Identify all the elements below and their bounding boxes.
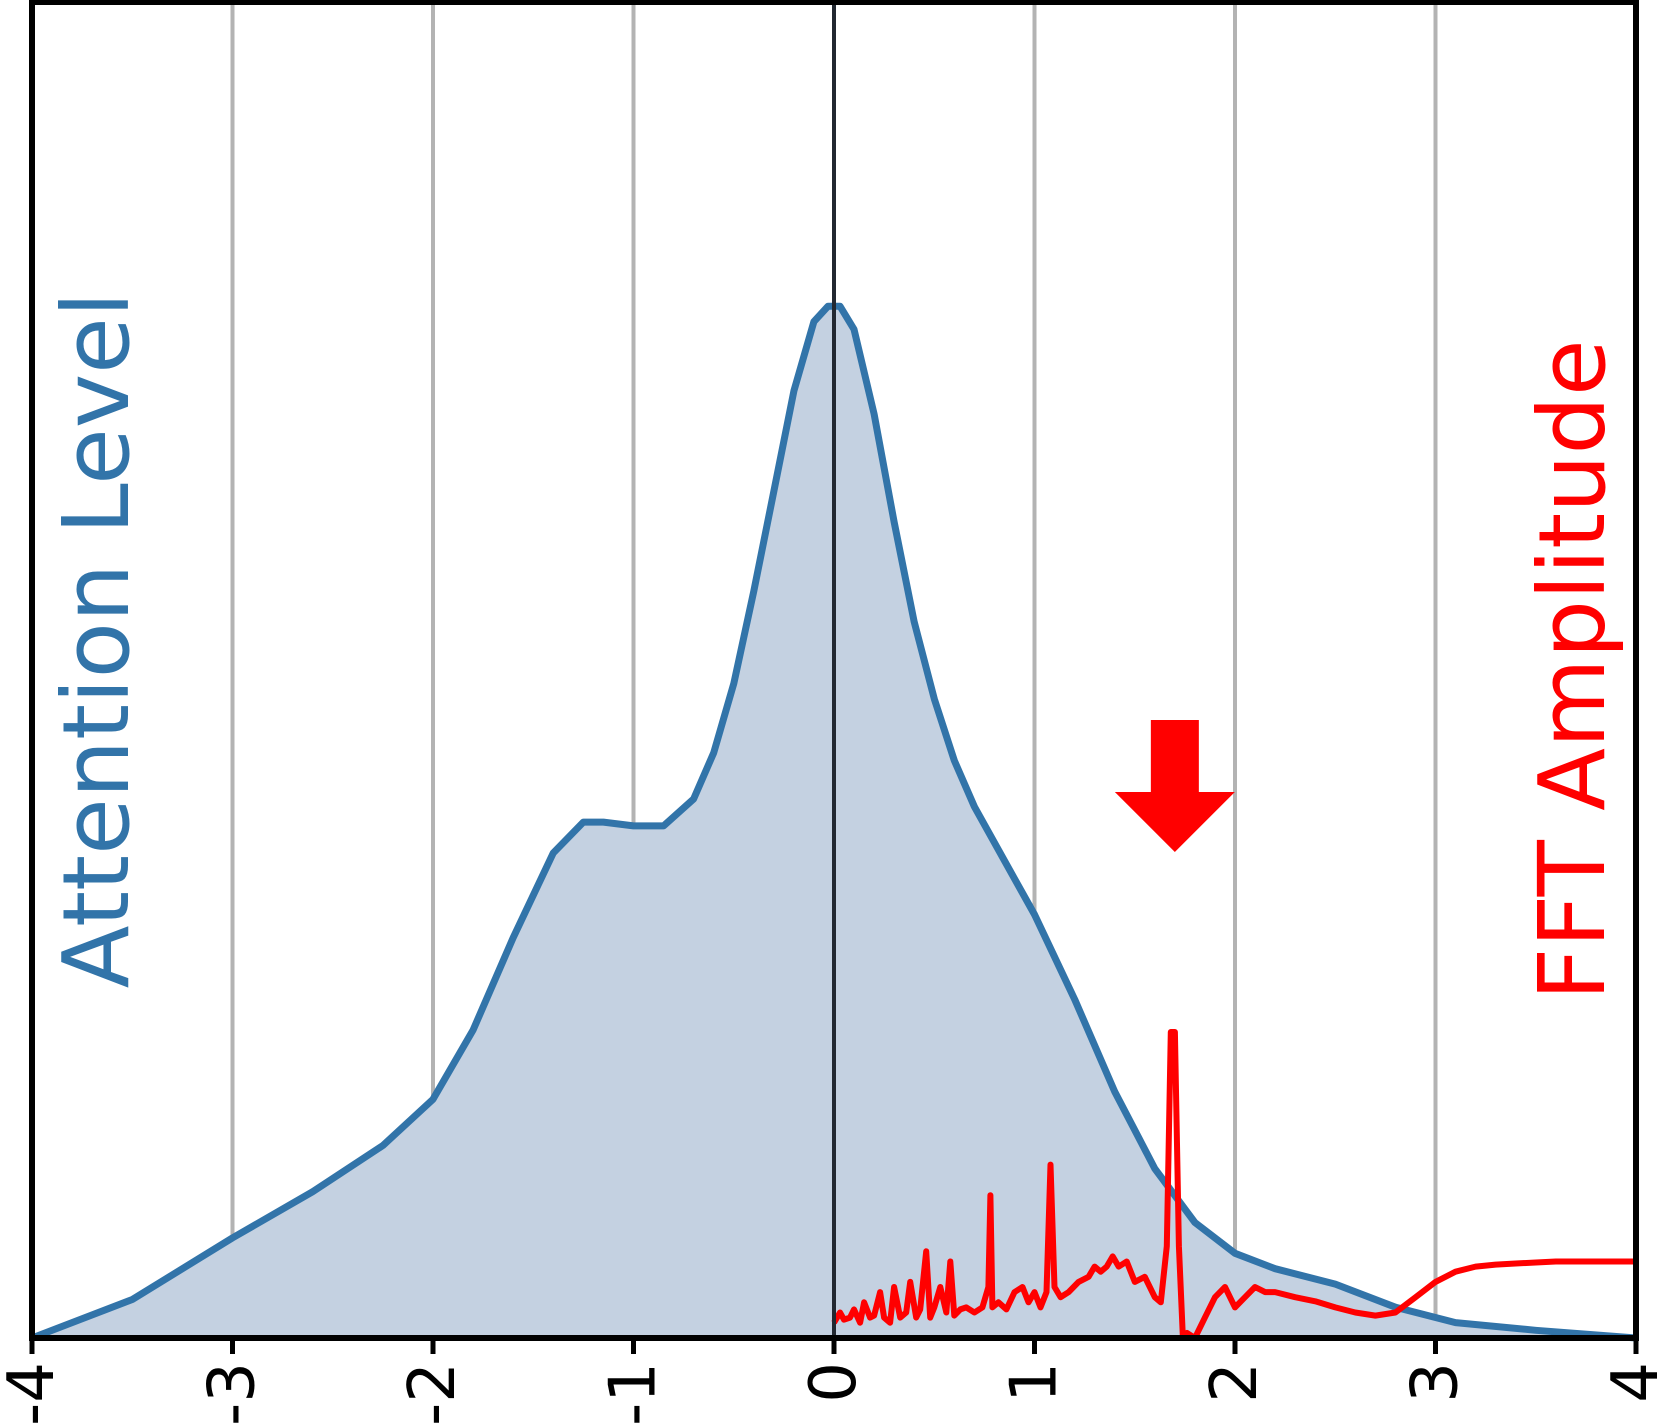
x-axis-ticks: -4 -3 -2 -1 0 1 2 3 4 — [0, 1338, 1658, 1424]
x-tick-label: -3 — [196, 1362, 270, 1424]
grid-lines — [230, 2, 1438, 1338]
x-tick-label: -1 — [597, 1362, 671, 1424]
x-tick-label: 4 — [1599, 1362, 1658, 1403]
x-tick-label: -2 — [396, 1362, 470, 1424]
x-tick-label: -4 — [0, 1362, 69, 1424]
x-tick-label: 1 — [998, 1362, 1072, 1403]
down-arrow-icon — [1114, 720, 1235, 852]
left-axis-label: Attention Level — [43, 292, 150, 989]
x-tick-label: 0 — [797, 1362, 871, 1403]
right-axis-label: FFT Amplitude — [1519, 339, 1626, 1000]
x-tick-label: 3 — [1399, 1362, 1473, 1403]
x-tick-label: 2 — [1198, 1362, 1272, 1403]
fft-line — [831, 1029, 1636, 1341]
